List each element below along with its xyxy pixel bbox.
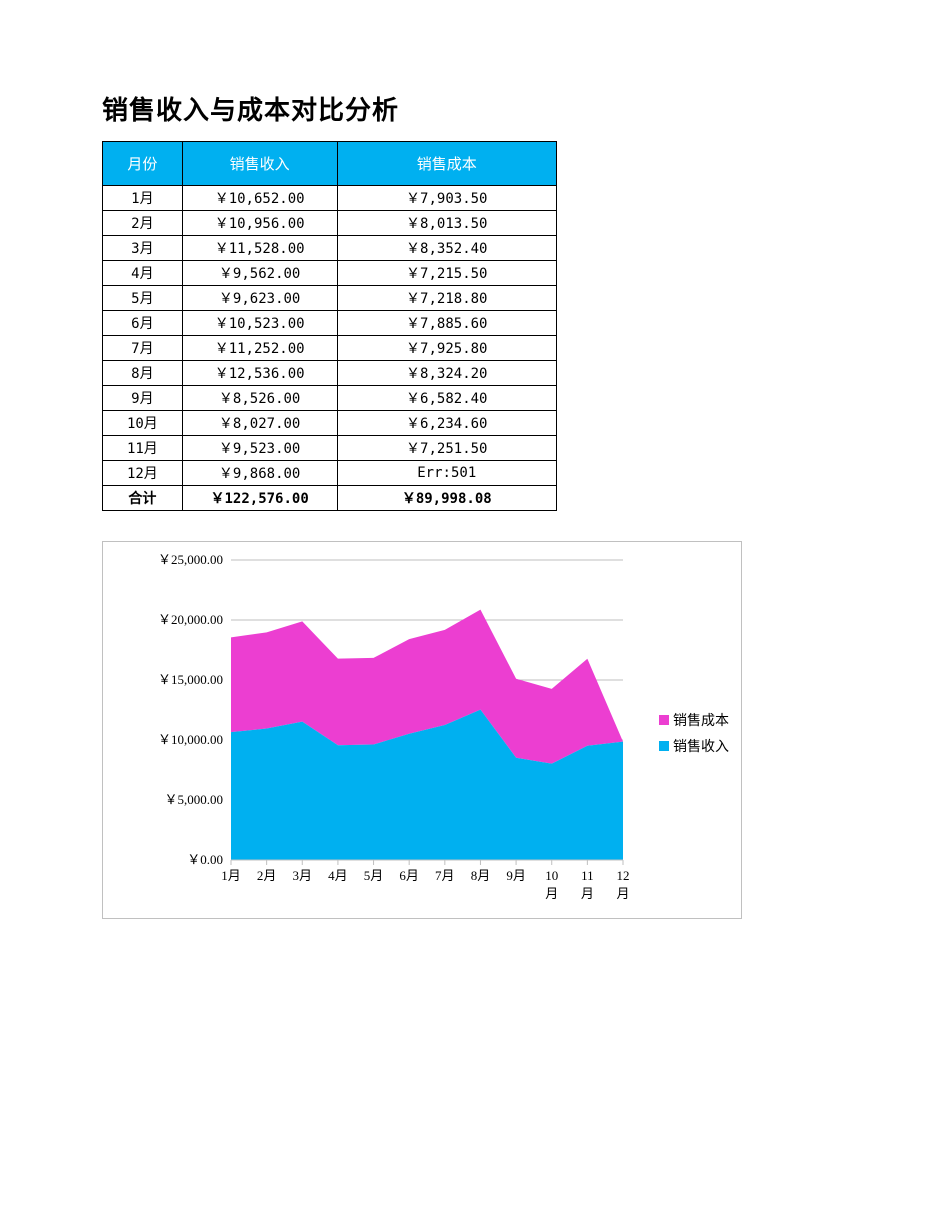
legend-item: 销售收入 bbox=[659, 736, 729, 756]
table-row: 4月￥9,562.00￥7,215.50 bbox=[103, 261, 557, 286]
stacked-area-chart: ￥0.00 ￥5,000.00 ￥10,000.00 ￥15,000.00 ￥20,00… bbox=[102, 541, 742, 919]
table-cell: 12月 bbox=[103, 461, 183, 486]
table-cell: ￥11,528.00 bbox=[182, 236, 337, 261]
svg-text:11: 11 bbox=[581, 868, 594, 883]
table-cell: 7月 bbox=[103, 336, 183, 361]
table-cell: ￥7,903.50 bbox=[337, 186, 556, 211]
table-row: 6月￥10,523.00￥7,885.60 bbox=[103, 311, 557, 336]
svg-text:月: 月 bbox=[545, 886, 558, 901]
svg-text:9月: 9月 bbox=[506, 868, 526, 883]
table-row: 11月￥9,523.00￥7,251.50 bbox=[103, 436, 557, 461]
table-row: 12月￥9,868.00Err:501 bbox=[103, 461, 557, 486]
table-cell: ￥7,885.60 bbox=[337, 311, 556, 336]
table-cell: ￥6,582.40 bbox=[337, 386, 556, 411]
table-cell: 合计 bbox=[103, 486, 183, 511]
sales-table: 月份 销售收入 销售成本 1月￥10,652.00￥7,903.502月￥10,… bbox=[102, 141, 557, 511]
table-cell: ￥8,013.50 bbox=[337, 211, 556, 236]
table-cell: ￥8,526.00 bbox=[182, 386, 337, 411]
chart-legend: 销售成本销售收入 bbox=[659, 710, 729, 762]
svg-text:￥0.00: ￥0.00 bbox=[187, 852, 223, 867]
table-cell: ￥8,027.00 bbox=[182, 411, 337, 436]
table-cell: 8月 bbox=[103, 361, 183, 386]
table-cell: ￥10,956.00 bbox=[182, 211, 337, 236]
table-cell: ￥9,562.00 bbox=[182, 261, 337, 286]
svg-text:￥20,000.00: ￥20,000.00 bbox=[158, 612, 223, 627]
svg-text:￥25,000.00: ￥25,000.00 bbox=[158, 552, 223, 567]
table-cell: ￥7,251.50 bbox=[337, 436, 556, 461]
table-cell: 4月 bbox=[103, 261, 183, 286]
svg-text:5月: 5月 bbox=[364, 868, 384, 883]
legend-label: 销售成本 bbox=[673, 710, 729, 730]
table-cell: 3月 bbox=[103, 236, 183, 261]
table-row: 1月￥10,652.00￥7,903.50 bbox=[103, 186, 557, 211]
table-cell: 11月 bbox=[103, 436, 183, 461]
table-cell: ￥8,352.40 bbox=[337, 236, 556, 261]
table-cell: 2月 bbox=[103, 211, 183, 236]
table-cell: ￥122,576.00 bbox=[182, 486, 337, 511]
legend-swatch bbox=[659, 715, 669, 725]
table-cell: ￥7,215.50 bbox=[337, 261, 556, 286]
table-cell: ￥8,324.20 bbox=[337, 361, 556, 386]
table-cell: ￥9,523.00 bbox=[182, 436, 337, 461]
col-header-month: 月份 bbox=[103, 142, 183, 186]
page-title: 销售收入与成本对比分析 bbox=[102, 90, 950, 127]
legend-swatch bbox=[659, 741, 669, 751]
table-cell: Err:501 bbox=[337, 461, 556, 486]
table-cell: ￥12,536.00 bbox=[182, 361, 337, 386]
table-cell: ￥7,218.80 bbox=[337, 286, 556, 311]
legend-label: 销售收入 bbox=[673, 736, 729, 756]
table-cell: ￥7,925.80 bbox=[337, 336, 556, 361]
svg-text:￥10,000.00: ￥10,000.00 bbox=[158, 732, 223, 747]
table-cell: 6月 bbox=[103, 311, 183, 336]
svg-text:1月: 1月 bbox=[221, 868, 241, 883]
table-row: 3月￥11,528.00￥8,352.40 bbox=[103, 236, 557, 261]
table-row: 5月￥9,623.00￥7,218.80 bbox=[103, 286, 557, 311]
col-header-income: 销售收入 bbox=[182, 142, 337, 186]
table-row: 8月￥12,536.00￥8,324.20 bbox=[103, 361, 557, 386]
total-row: 合计￥122,576.00￥89,998.08 bbox=[103, 486, 557, 511]
table-cell: 1月 bbox=[103, 186, 183, 211]
svg-text:￥5,000.00: ￥5,000.00 bbox=[164, 792, 223, 807]
table-cell: ￥10,652.00 bbox=[182, 186, 337, 211]
table-row: 10月￥8,027.00￥6,234.60 bbox=[103, 411, 557, 436]
legend-item: 销售成本 bbox=[659, 710, 729, 730]
table-row: 7月￥11,252.00￥7,925.80 bbox=[103, 336, 557, 361]
table-cell: ￥6,234.60 bbox=[337, 411, 556, 436]
table-cell: 9月 bbox=[103, 386, 183, 411]
svg-text:7月: 7月 bbox=[435, 868, 455, 883]
table-cell: ￥10,523.00 bbox=[182, 311, 337, 336]
table-cell: ￥89,998.08 bbox=[337, 486, 556, 511]
svg-text:4月: 4月 bbox=[328, 868, 348, 883]
svg-text:6月: 6月 bbox=[399, 868, 419, 883]
table-cell: ￥11,252.00 bbox=[182, 336, 337, 361]
svg-text:3月: 3月 bbox=[293, 868, 313, 883]
table-cell: 5月 bbox=[103, 286, 183, 311]
table-row: 9月￥8,526.00￥6,582.40 bbox=[103, 386, 557, 411]
table-row: 2月￥10,956.00￥8,013.50 bbox=[103, 211, 557, 236]
table-cell: ￥9,623.00 bbox=[182, 286, 337, 311]
svg-text:￥15,000.00: ￥15,000.00 bbox=[158, 672, 223, 687]
table-cell: ￥9,868.00 bbox=[182, 461, 337, 486]
svg-text:月: 月 bbox=[616, 886, 629, 901]
svg-text:8月: 8月 bbox=[471, 868, 491, 883]
svg-text:月: 月 bbox=[581, 886, 594, 901]
svg-text:12: 12 bbox=[617, 868, 630, 883]
table-cell: 10月 bbox=[103, 411, 183, 436]
svg-text:10: 10 bbox=[545, 868, 558, 883]
col-header-cost: 销售成本 bbox=[337, 142, 556, 186]
svg-text:2月: 2月 bbox=[257, 868, 277, 883]
